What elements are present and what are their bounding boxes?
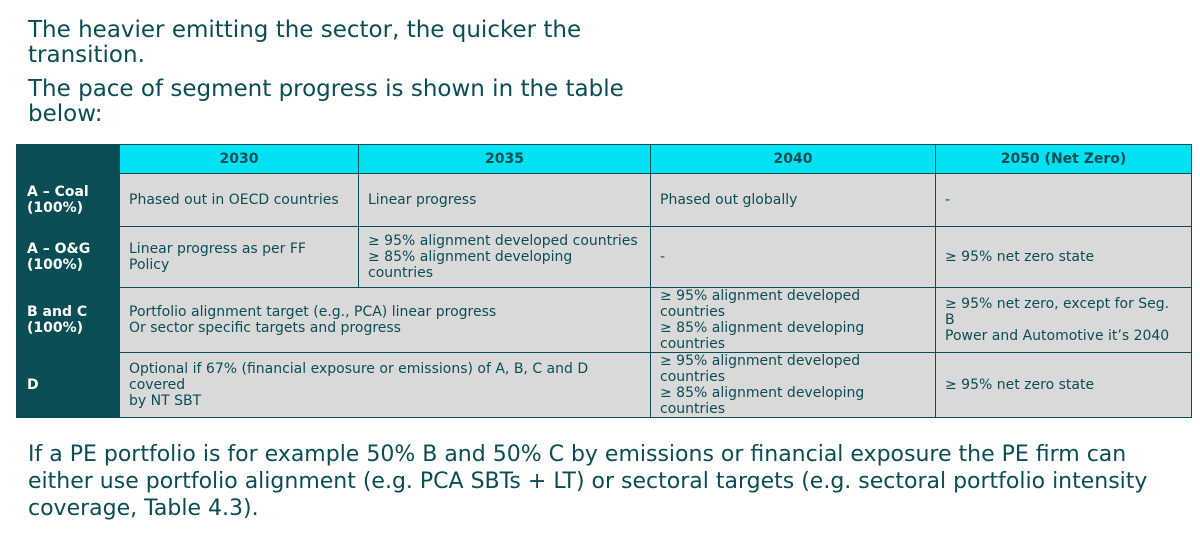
cell-b-and-c-2040: ≥ 95% alignment developed countries ≥ 85… (650, 287, 936, 353)
column-header-2030: 2030 (119, 144, 359, 174)
cell-text: ≥ 95% alignment developed countries (660, 288, 861, 320)
cell-d-2030-2035: Optional if 67% (financial exposure or e… (119, 352, 651, 418)
footer-paragraph: If a PE portfolio is for example 50% B a… (28, 442, 1148, 521)
cell-text: Portfolio alignment target (e.g., PCA) l… (129, 304, 497, 320)
cell-text: Power and Automotive it’s 2040 (945, 328, 1170, 344)
cell-text: ≥ 95% net zero state (945, 377, 1095, 393)
column-header-2050: 2050 (Net Zero) (935, 144, 1192, 174)
cell-text: Linear progress (368, 192, 477, 208)
heading-line-2: The pace of segment progress is shown in… (28, 76, 624, 127)
table-row-d: D Optional if 67% (financial exposure or… (16, 352, 1192, 418)
cell-text: Or sector specific targets and progress (129, 320, 401, 336)
cell-text: - (660, 249, 666, 265)
row-label-d: D (16, 352, 120, 418)
row-label-line: A – O&G (27, 241, 91, 257)
cell-text: - (945, 192, 951, 208)
row-label-line: D (27, 377, 39, 393)
table-corner-cell (16, 144, 120, 174)
cell-text: ≥ 85% alignment developing (660, 320, 865, 336)
row-label-line: (100%) (27, 320, 84, 336)
cell-b-and-c-2030-2035: Portfolio alignment target (e.g., PCA) l… (119, 287, 651, 353)
cell-text: Linear progress as per FF Policy (129, 241, 306, 273)
cell-text: ≥ 95% alignment developed countries (660, 353, 861, 385)
heading-line-1: The heavier emitting the sector, the qui… (28, 17, 582, 68)
cell-text: ≥ 85% alignment developing (660, 385, 865, 401)
cell-a-coal-2050: - (935, 173, 1192, 227)
cell-a-og-2050: ≥ 95% net zero state (935, 226, 1192, 288)
row-label-line: B and C (27, 304, 88, 320)
column-header-2035: 2035 (358, 144, 651, 174)
cell-text: ≥ 95% net zero, except for Seg. B (945, 296, 1170, 328)
table-header-row: 2030 2035 2040 2050 (Net Zero) (16, 144, 1192, 174)
cell-text: Optional if 67% (financial exposure or e… (129, 361, 589, 393)
column-header-2040: 2040 (650, 144, 936, 174)
cell-a-og-2030: Linear progress as per FF Policy (119, 226, 359, 288)
cell-text: Phased out globally (660, 192, 798, 208)
cell-a-og-2040: - (650, 226, 936, 288)
row-label-a-og: A – O&G (100%) (16, 226, 120, 288)
cell-text: ≥ 95% alignment developed countries (368, 233, 638, 249)
row-label-line: (100%) (27, 200, 84, 216)
cell-text: ≥ 95% net zero state (945, 249, 1095, 265)
cell-a-coal-2040: Phased out globally (650, 173, 936, 227)
cell-a-og-2035: ≥ 95% alignment developed countries ≥ 85… (358, 226, 651, 288)
cell-text: countries (660, 401, 726, 417)
cell-text: countries (660, 336, 726, 352)
cell-text: Phased out in OECD countries (129, 192, 339, 208)
table-row-b-and-c: B and C (100%) Portfolio alignment targe… (16, 287, 1192, 353)
table-row-a-coal: A – Coal (100%) Phased out in OECD count… (16, 173, 1192, 227)
row-label-line: (100%) (27, 257, 84, 273)
cell-a-coal-2035: Linear progress (358, 173, 651, 227)
cell-text: by NT SBT (129, 393, 202, 409)
row-label-b-and-c: B and C (100%) (16, 287, 120, 353)
cell-a-coal-2030: Phased out in OECD countries (119, 173, 359, 227)
row-label-a-coal: A – Coal (100%) (16, 173, 120, 227)
row-label-line: A – Coal (27, 184, 89, 200)
segment-progress-table: 2030 2035 2040 2050 (Net Zero) A – Coal … (16, 144, 1192, 418)
table-row-a-og: A – O&G (100%) Linear progress as per FF… (16, 226, 1192, 288)
cell-b-and-c-2050: ≥ 95% net zero, except for Seg. B Power … (935, 287, 1192, 353)
cell-d-2050: ≥ 95% net zero state (935, 352, 1192, 418)
cell-text: ≥ 85% alignment developing countries (368, 249, 573, 281)
cell-d-2040: ≥ 95% alignment developed countries ≥ 85… (650, 352, 936, 418)
